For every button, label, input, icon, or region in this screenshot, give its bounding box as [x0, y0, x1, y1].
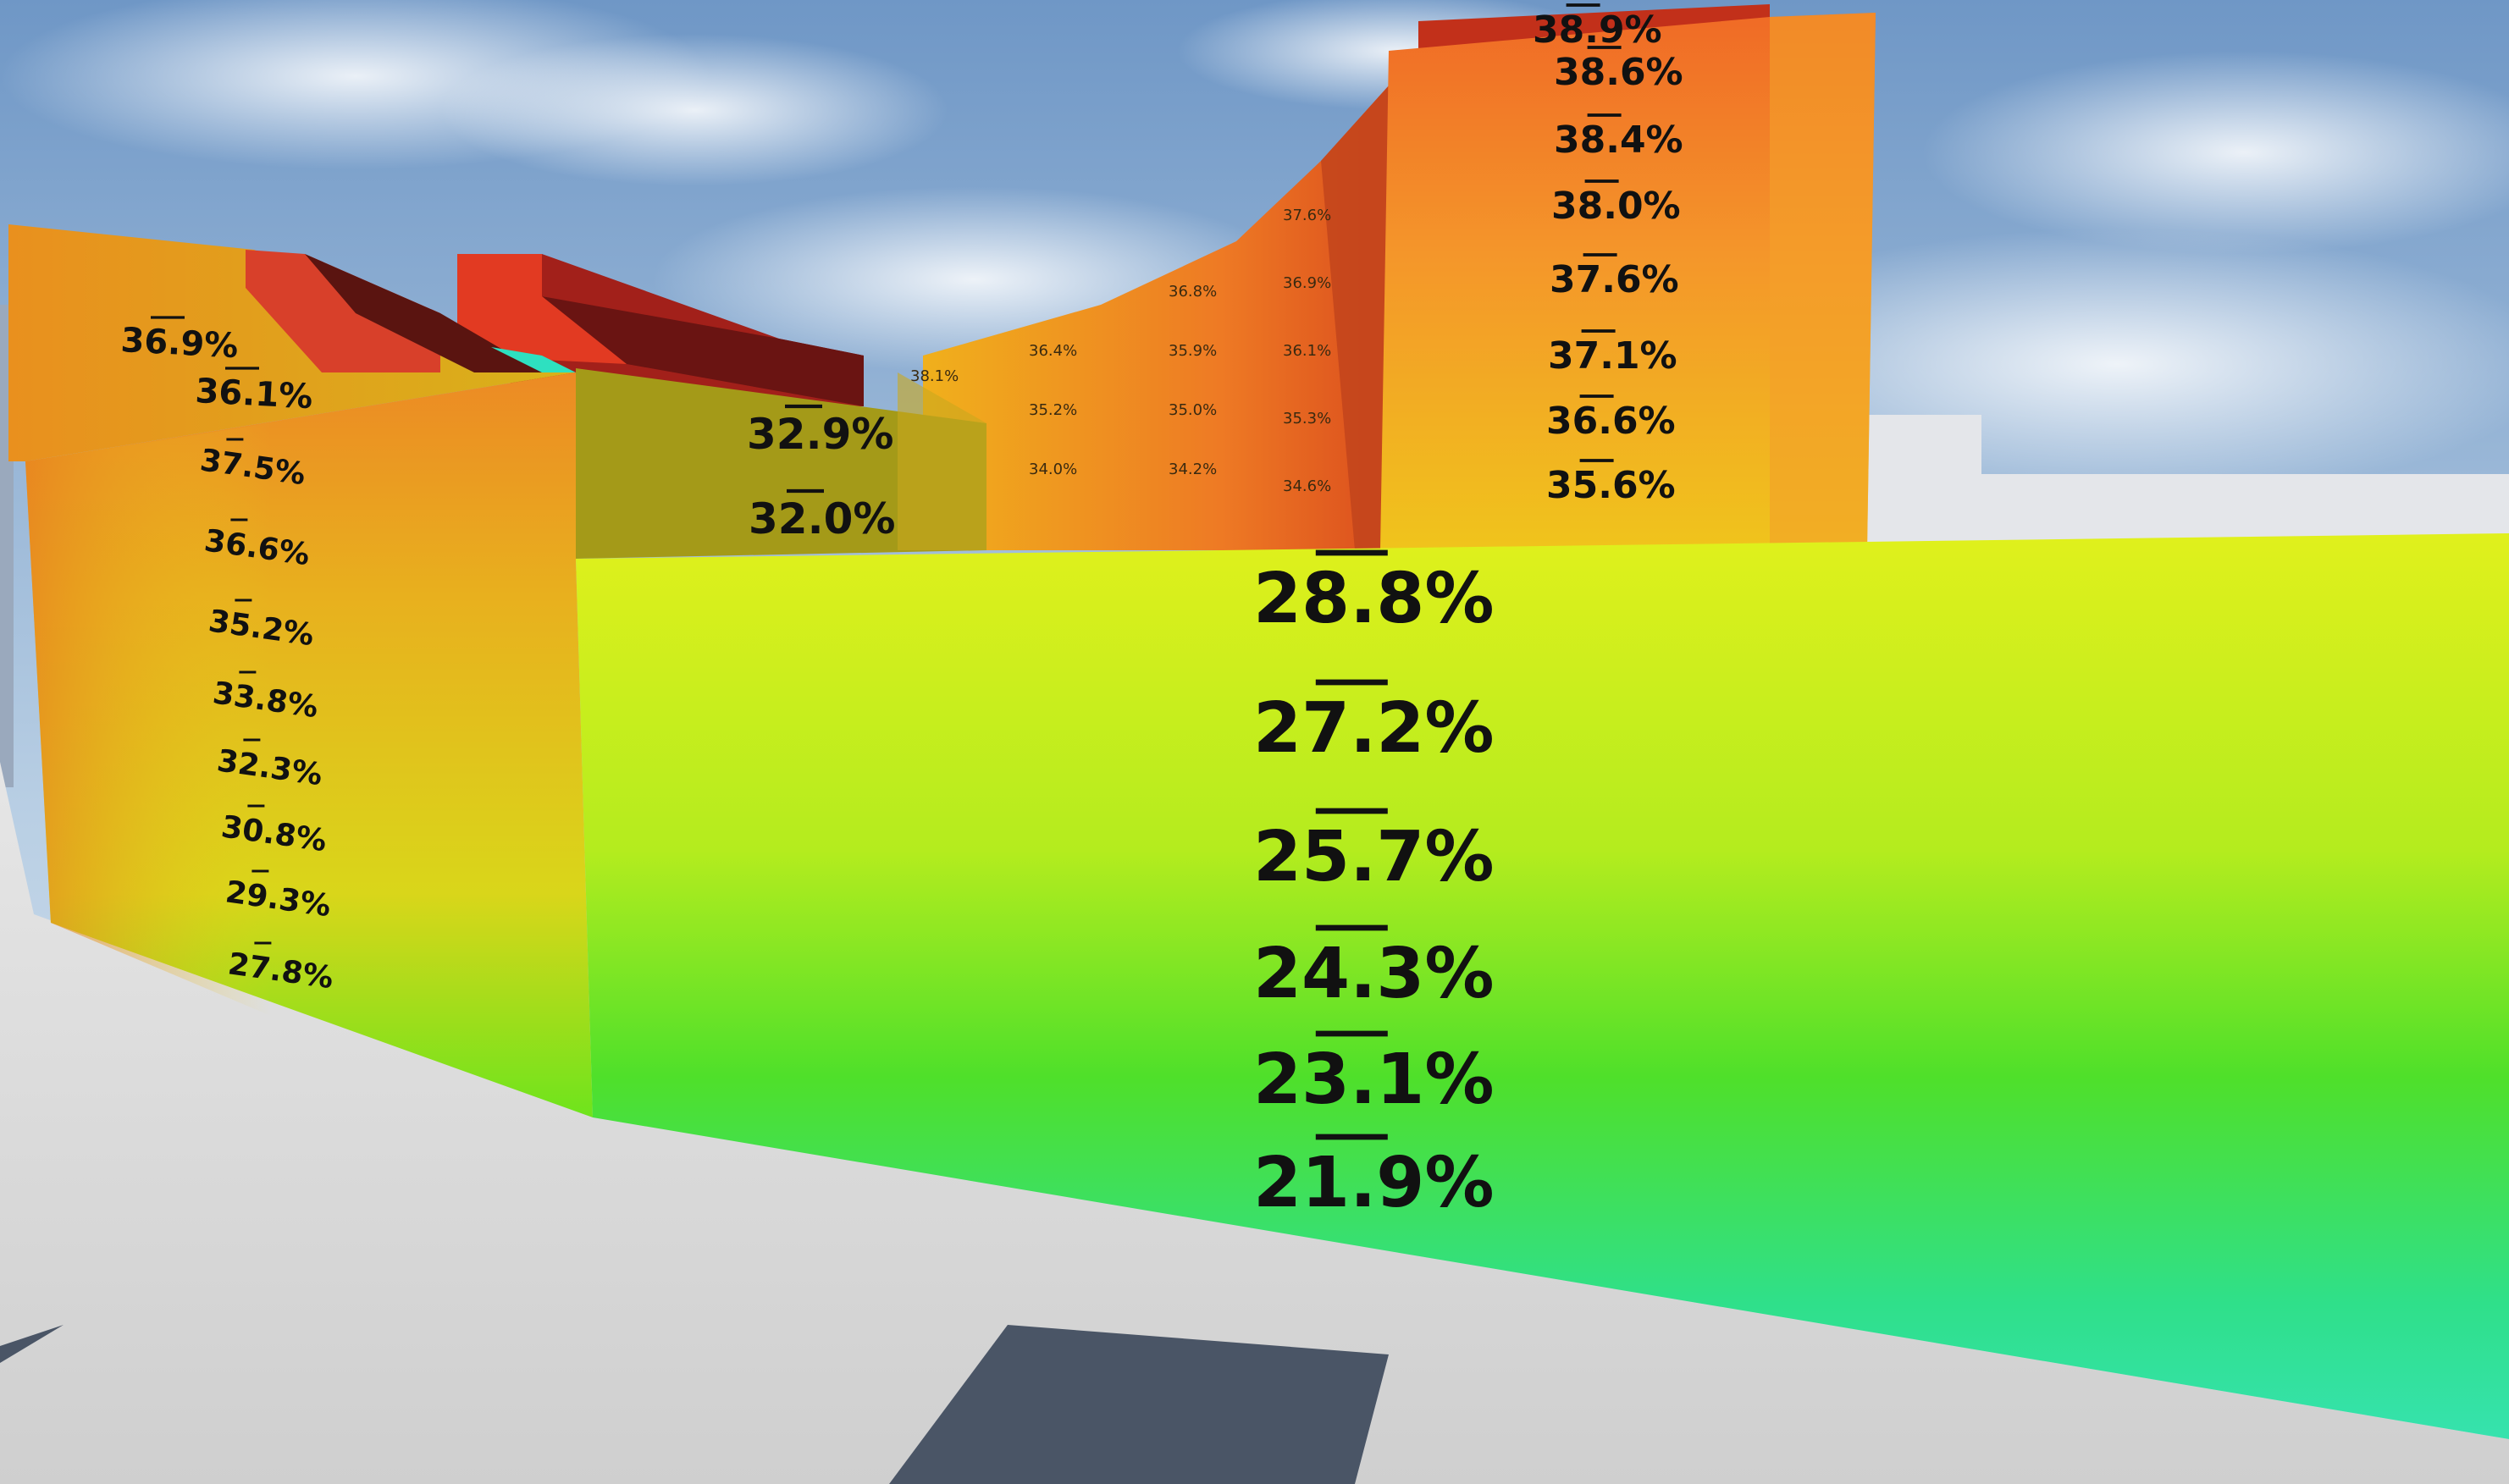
svg-text:35.2%: 35.2%: [1029, 401, 1077, 419]
svg-text:34.2%: 34.2%: [1169, 461, 1217, 478]
svg-text:37.6%: 37.6%: [1283, 207, 1331, 224]
svg-text:36.1%: 36.1%: [1283, 342, 1331, 360]
front-wall: [576, 533, 2509, 1439]
front-wall-label: 28.8%: [1253, 549, 1494, 639]
distant-building-right: [1863, 415, 2509, 542]
center-red-top-face: [542, 296, 864, 406]
left-roof-red-block: [246, 250, 440, 372]
percent-text: 27.2%: [1253, 688, 1494, 769]
left-roof-label: 36.1%: [194, 367, 313, 417]
percent-text: 32.9%: [747, 410, 893, 459]
svg-text:36.9%: 36.9%: [1283, 274, 1331, 292]
percent-text: 23.1%: [1253, 1040, 1494, 1120]
front-wall-label: 23.1%: [1253, 1030, 1494, 1120]
left-roof-teal-edge: [491, 347, 576, 372]
front-wall-label: 25.7%: [1253, 808, 1494, 897]
tower-front-face: [1380, 13, 1876, 550]
ground-shadow: [889, 1325, 1389, 1484]
center-upper-label: 32.0%: [749, 488, 895, 543]
percent-text: 36.1%: [194, 372, 313, 417]
percent-text: 38.6%: [1554, 51, 1683, 94]
tower-roof-cap: [1418, 4, 1770, 51]
percent-text: 36.9%: [119, 321, 239, 366]
tower-label: 36.6%: [1546, 394, 1676, 443]
center-red-front: [457, 254, 627, 364]
tower-label: 35.6%: [1546, 459, 1676, 507]
tower-label: 38.0%: [1551, 179, 1681, 228]
center-upper-label: 32.9%: [747, 404, 893, 459]
percent-text: 38.9%: [1533, 8, 1662, 52]
tower-label: 38.9%: [1533, 3, 1662, 52]
tower-label: 38.4%: [1554, 113, 1683, 162]
center-upper-block: [576, 368, 986, 559]
percent-text: 38.0%: [1551, 185, 1681, 228]
svg-text:36.8%: 36.8%: [1169, 283, 1217, 301]
svg-text:36.4%: 36.4%: [1029, 342, 1077, 360]
tower-side-face: [1770, 13, 1876, 550]
left-roof-label: 36.9%: [119, 316, 239, 366]
ground-plane: [0, 762, 2509, 1484]
left-roof-face: [8, 224, 576, 461]
percent-text: 38.4%: [1554, 119, 1683, 162]
percent-text: 37.6%: [1550, 258, 1679, 301]
svg-text:34.0%: 34.0%: [1029, 461, 1077, 478]
front-wall-label: 24.3%: [1253, 924, 1494, 1014]
percent-text: 35.6%: [1546, 464, 1676, 507]
tower-slope-face: [923, 51, 1418, 550]
tower-label: 37.6%: [1550, 253, 1679, 301]
percent-text: 24.3%: [1253, 934, 1494, 1014]
percent-text: 21.9%: [1253, 1143, 1494, 1223]
tower-label: 37.1%: [1548, 329, 1677, 378]
slope-micro-labels: 38.1% 36.4% 35.2% 34.0% 36.8% 35.9% 35.0…: [910, 207, 1331, 495]
svg-text:35.3%: 35.3%: [1283, 410, 1331, 428]
svg-text:34.6%: 34.6%: [1283, 477, 1331, 495]
front-wall-label: 21.9%: [1253, 1134, 1494, 1223]
left-roof-dark-shadow: [305, 254, 542, 372]
svg-text:38.1%: 38.1%: [910, 367, 959, 385]
percent-text: 28.8%: [1253, 559, 1494, 639]
tower-label: 38.6%: [1554, 46, 1683, 94]
svg-text:35.9%: 35.9%: [1169, 342, 1217, 360]
percent-text: 36.6%: [1546, 400, 1676, 443]
ground-shadow-left: [0, 1325, 64, 1363]
left-wall-shade: [25, 423, 271, 1016]
percent-text: 37.1%: [1548, 334, 1677, 378]
percent-text: 25.7%: [1253, 817, 1494, 897]
front-wall-label: 27.2%: [1253, 679, 1494, 769]
percent-text: 32.0%: [749, 494, 895, 543]
center-upper-back: [898, 372, 986, 550]
svg-text:35.0%: 35.0%: [1169, 401, 1217, 419]
